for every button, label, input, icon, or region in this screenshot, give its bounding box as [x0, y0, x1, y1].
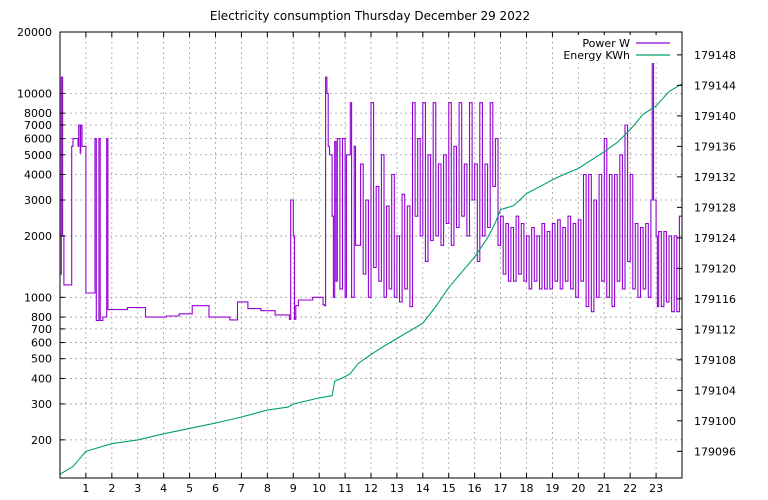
axes: 1 2 3 4 5 6 7 8 9 10 11 12 13 14 15 16 17 18 19 20 21 22 23200…	[17, 26, 736, 495]
y-right-tick-label: 179116	[694, 293, 736, 306]
x-tick-label: 8	[264, 482, 271, 495]
x-tick-label: 2	[108, 482, 115, 495]
y-right-tick-label: 179096	[694, 445, 736, 458]
y-right-tick-label: 179100	[694, 415, 736, 428]
x-tick-label: 22	[623, 482, 637, 495]
y-right-tick-label: 179108	[694, 354, 736, 367]
legend: Power W Energy KWh	[555, 35, 675, 63]
y-left-tick-label: 300	[31, 398, 52, 411]
y-left-tick-label: 20000	[17, 26, 52, 39]
y-left-tick-label: 5000	[24, 149, 52, 162]
energy-series	[59, 83, 683, 475]
x-tick-label: 10	[312, 482, 326, 495]
x-tick-label: 1	[82, 482, 89, 495]
x-tick-label: 11	[338, 482, 352, 495]
y-right-tick-label: 179136	[694, 140, 736, 153]
y-right-tick-label: 179132	[694, 171, 736, 184]
x-tick-label: 19	[545, 482, 559, 495]
x-tick-label: 3	[134, 482, 141, 495]
y-left-tick-label: 700	[31, 323, 52, 336]
y-left-tick-label: 6000	[24, 133, 52, 146]
x-tick-label: 21	[597, 482, 611, 495]
x-tick-label: 18	[520, 482, 534, 495]
y-right-tick-label: 179124	[694, 232, 736, 245]
x-tick-label: 6	[212, 482, 219, 495]
power-line	[60, 51, 682, 322]
legend-power-label: Power W	[582, 37, 630, 50]
y-right-tick-label: 179144	[694, 79, 736, 92]
y-right-tick-label: 179120	[694, 262, 736, 275]
y-right-tick-label: 179148	[694, 49, 736, 62]
x-tick-label: 7	[238, 482, 245, 495]
y-left-tick-label: 200	[31, 434, 52, 447]
x-tick-label: 14	[416, 482, 430, 495]
y-left-tick-label: 8000	[24, 107, 52, 120]
y-left-tick-label: 1000	[24, 291, 52, 304]
y-left-tick-label: 4000	[24, 169, 52, 182]
y-right-tick-label: 179104	[694, 384, 736, 397]
y-right-tick-label: 179128	[694, 201, 736, 214]
x-tick-label: 9	[290, 482, 297, 495]
legend-background	[555, 35, 675, 63]
chart-title: Electricity consumption Thursday Decembe…	[210, 9, 530, 23]
y-left-tick-label: 600	[31, 337, 52, 350]
x-tick-label: 16	[468, 482, 482, 495]
y-left-tick-label: 800	[31, 311, 52, 324]
y-left-tick-label: 2000	[24, 230, 52, 243]
y-right-tick-label: 179112	[694, 323, 736, 336]
y-left-tick-label: 500	[31, 353, 52, 366]
y-right-tick-label: 179140	[694, 110, 736, 123]
power-series	[60, 51, 682, 322]
x-tick-label: 17	[494, 482, 508, 495]
x-tick-label: 12	[364, 482, 378, 495]
energy-line	[59, 83, 683, 475]
x-tick-label: 20	[571, 482, 585, 495]
x-tick-label: 4	[160, 482, 167, 495]
x-tick-label: 5	[186, 482, 193, 495]
y-left-tick-label: 10000	[17, 87, 52, 100]
y-left-tick-label: 3000	[24, 194, 52, 207]
x-tick-label: 13	[390, 482, 404, 495]
legend-energy-label: Energy KWh	[563, 49, 630, 62]
x-tick-label: 23	[649, 482, 663, 495]
x-tick-label: 15	[442, 482, 456, 495]
y-left-tick-label: 400	[31, 372, 52, 385]
y-left-tick-label: 7000	[24, 119, 52, 132]
